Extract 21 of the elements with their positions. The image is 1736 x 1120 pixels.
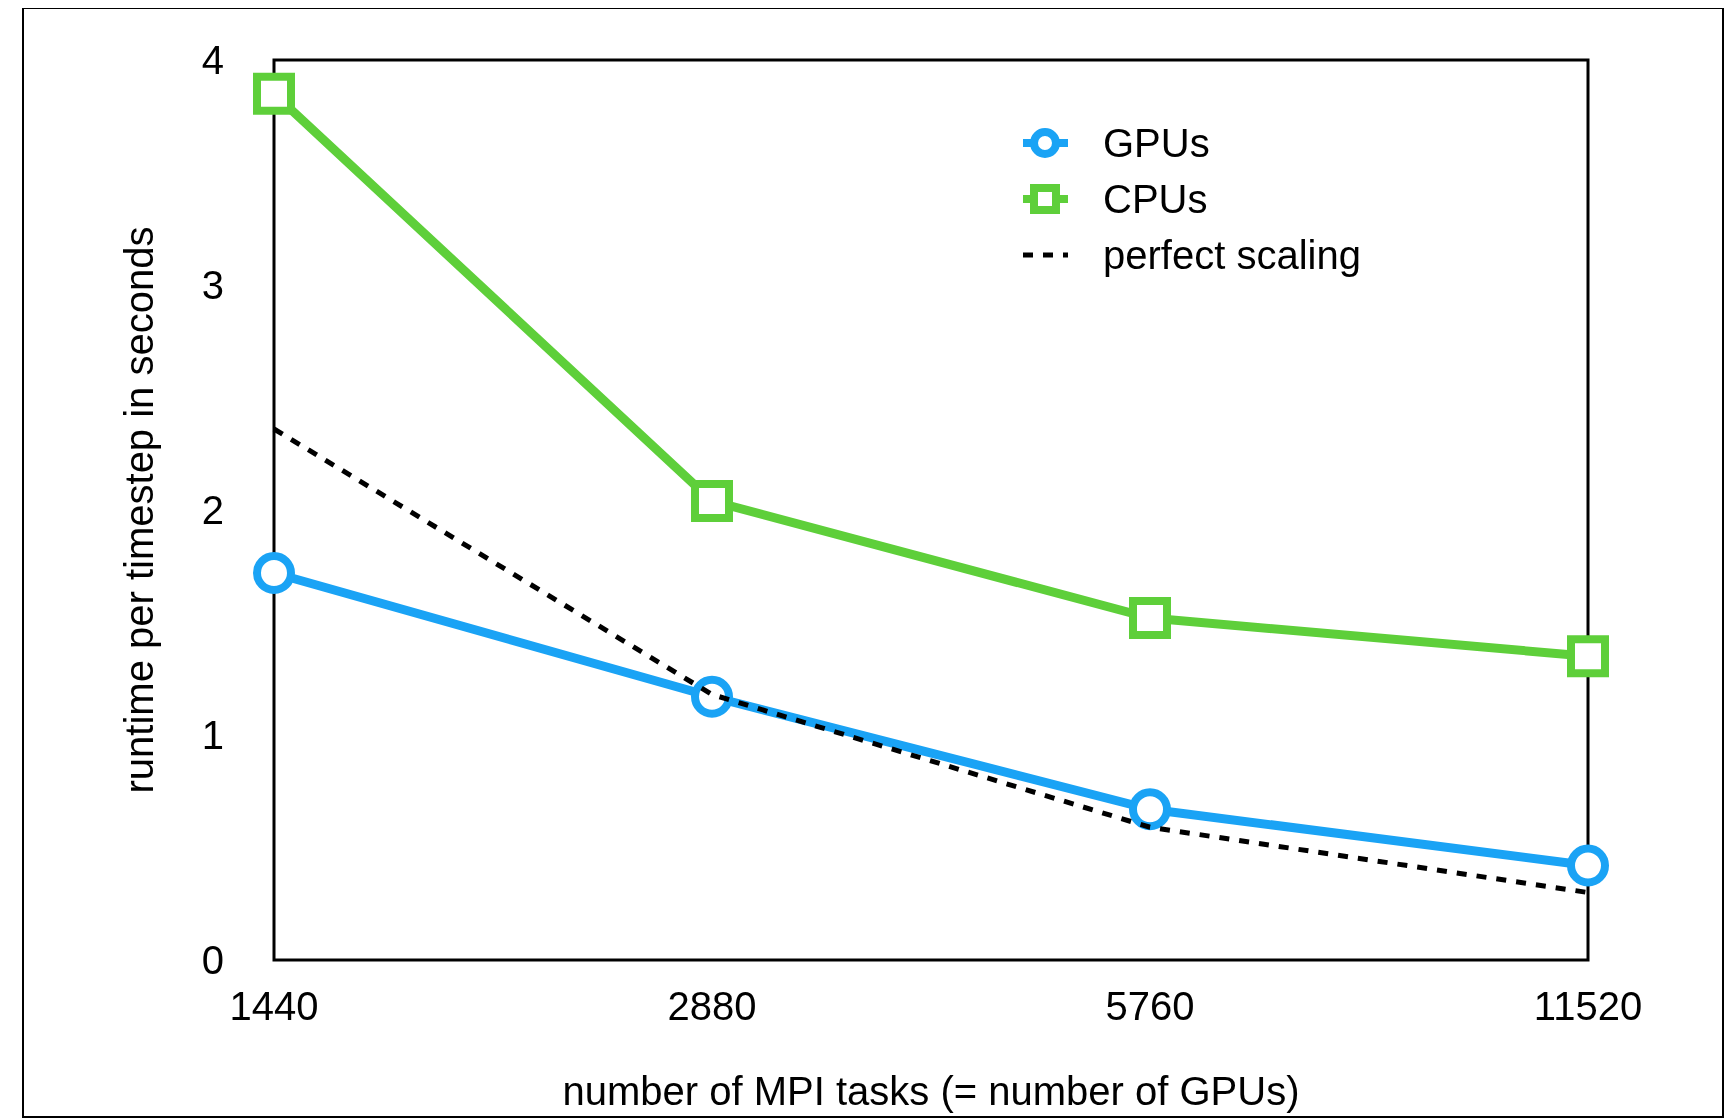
point	[1567, 844, 1609, 887]
y-tick-label: 0	[201, 938, 224, 982]
x-tick-label: 2880	[667, 984, 757, 1028]
x-axis-title: number of MPI tasks (= number of GPUs)	[562, 1069, 1300, 1113]
point	[1129, 788, 1171, 831]
legend-label: perfect scaling	[1103, 233, 1361, 277]
point	[253, 72, 295, 115]
point	[1129, 597, 1171, 639]
point	[1567, 635, 1609, 678]
point	[691, 480, 733, 522]
y-axis-title: runtime per timestep in seconds	[117, 226, 161, 794]
y-tick-label: 4	[201, 38, 224, 82]
x-tick-label: 5760	[1105, 984, 1195, 1028]
point	[253, 552, 295, 594]
legend-label: CPUs	[1103, 177, 1208, 221]
legend-label: GPUs	[1103, 121, 1210, 165]
y-tick-label: 2	[201, 488, 224, 532]
x-tick-label: 1440	[229, 984, 319, 1028]
x-tick-label: 11520	[1533, 984, 1643, 1028]
y-tick-label: 3	[201, 263, 224, 307]
y-tick-label: 1	[201, 713, 224, 757]
